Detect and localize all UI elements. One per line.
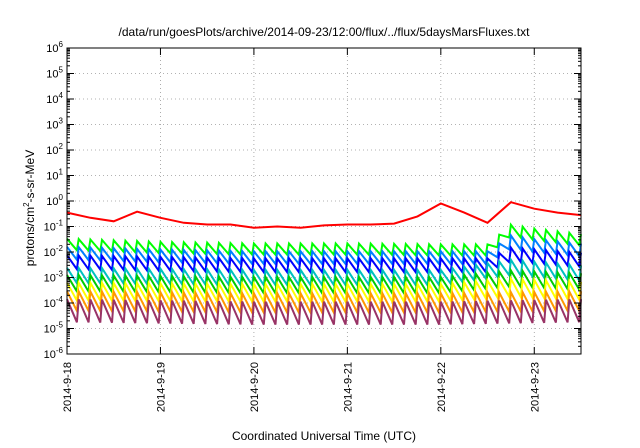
series-line-2	[66, 232, 582, 267]
x-tick-label: 2014-9-23	[529, 362, 541, 412]
y-tick-exp: 5	[59, 66, 64, 75]
y-tick-exp: 0	[59, 193, 64, 202]
y-tick-exp: -2	[56, 244, 64, 253]
y-tick-base: 10	[46, 145, 58, 157]
series-line-4	[66, 256, 582, 288]
y-tick-label: 106	[46, 40, 63, 55]
y-tick-label: 102	[46, 142, 63, 157]
y-tick-label: 10-1	[44, 219, 64, 234]
y-axis-label-base: protons/cm	[23, 207, 37, 266]
y-tick-base: 10	[44, 298, 56, 310]
y-tick-base: 10	[46, 120, 58, 132]
y-tick-base: 10	[44, 273, 56, 285]
y-axis-label-rest: -s-sr-MeV	[23, 150, 37, 203]
y-tick-base: 10	[44, 324, 56, 336]
y-tick-exp: 2	[59, 142, 64, 151]
x-tick-label: 2014-9-19	[155, 362, 167, 412]
series-line-6	[66, 275, 582, 306]
y-tick-label: 10-2	[44, 244, 64, 259]
y-tick-exp: -3	[56, 270, 64, 279]
y-tick-base: 10	[44, 222, 56, 234]
y-tick-label: 100	[46, 193, 63, 208]
y-tick-label: 10-4	[44, 295, 64, 310]
series-line-1	[66, 222, 582, 258]
y-tick-label: 10-3	[44, 270, 64, 285]
y-tick-label: 101	[46, 168, 63, 183]
y-tick-label: 10-6	[44, 346, 64, 361]
x-tick-label: 2014-9-20	[249, 362, 261, 412]
y-axis: 10-610-510-410-310-210-11001011021031041…	[44, 40, 581, 361]
y-tick-exp: 1	[59, 168, 64, 177]
y-tick-base: 10	[46, 94, 58, 106]
y-tick-base: 10	[46, 43, 58, 55]
y-tick-base: 10	[46, 196, 58, 208]
y-tick-exp: -1	[56, 219, 64, 228]
y-tick-base: 10	[44, 247, 56, 259]
y-tick-label: 104	[46, 91, 63, 106]
y-tick-exp: -5	[56, 321, 64, 330]
y-tick-base: 10	[46, 171, 58, 183]
y-tick-base: 10	[46, 69, 58, 81]
y-tick-exp: 4	[59, 91, 64, 100]
y-axis-label-sup: 2	[22, 202, 31, 207]
x-axis: 2014-9-18 2014-9-19 2014-9-20 2014-9-21 2014…	[62, 48, 541, 412]
y-tick-exp: 3	[59, 117, 64, 126]
y-axis-label: protons/cm2-s-sr-MeV	[22, 150, 37, 266]
data-series	[66, 201, 582, 326]
y-tick-exp: 6	[59, 40, 64, 49]
x-axis-label: Coordinated Universal Time (UTC)	[232, 429, 416, 443]
x-tick-label: 2014-9-21	[342, 362, 354, 412]
series-line-0	[66, 201, 582, 229]
y-tick-exp: -6	[56, 346, 64, 355]
y-tick-exp: -4	[56, 295, 64, 304]
y-tick-base: 10	[44, 349, 56, 361]
x-tick-label: 2014-9-22	[436, 362, 448, 412]
y-tick-label: 103	[46, 117, 63, 132]
x-tick-label: 2014-9-18	[62, 362, 74, 412]
y-tick-label: 10-5	[44, 321, 64, 336]
series-line-8	[66, 298, 582, 326]
chart-title: /data/run/goesPlots/archive/2014-09-23/1…	[119, 25, 531, 39]
y-tick-label: 105	[46, 66, 63, 81]
